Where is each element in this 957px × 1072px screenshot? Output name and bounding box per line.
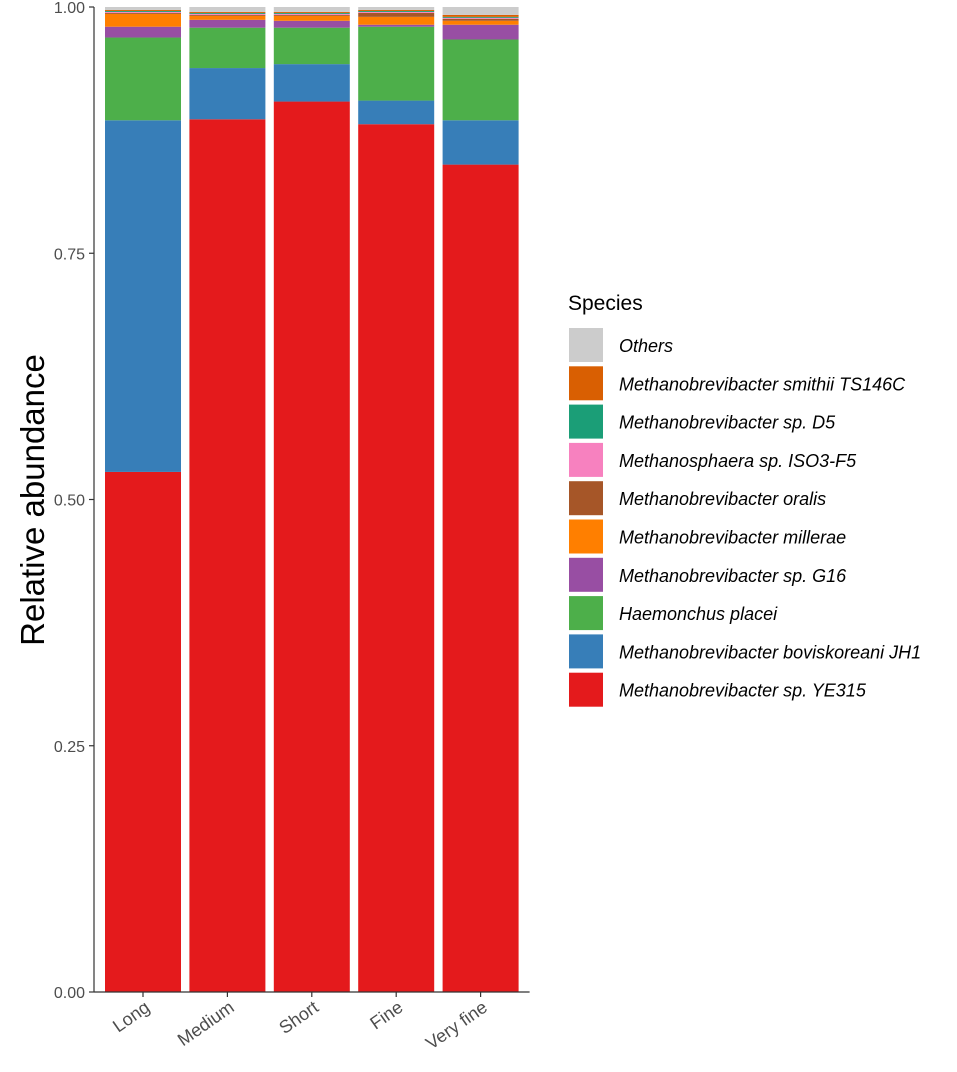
legend-label-methanobrevibacter-millerae: Methanobrevibacter millerae [619, 528, 846, 548]
bar-segment-short-others [273, 7, 350, 12]
bar-segment-very-fine-methanobrevibacter-sp-ye315 [442, 164, 519, 993]
bar-segment-short-methanobrevibacter-sp-ye315 [273, 101, 350, 992]
bar-segment-very-fine-methanobrevibacter-millerae [442, 20, 519, 25]
legend-label-methanosphaera-sp-iso3-f5: Methanosphaera sp. ISO3-F5 [619, 451, 857, 471]
x-axis: Long Medium Short Fine Very fine [94, 991, 530, 1054]
bar-segment-long-methanobrevibacter-oralis [105, 12, 181, 14]
bars-layer [105, 7, 519, 993]
bar-segment-fine-methanobrevibacter-millerae [358, 16, 435, 25]
bar-segment-medium-methanobrevibacter-sp-d5 [189, 12, 266, 14]
y-tick-label: 1.00 [54, 0, 85, 17]
legend-key-methanobrevibacter-oralis [569, 481, 603, 516]
legend-key-methanobrevibacter-boviskoreani-jh1 [569, 634, 603, 669]
bar-segment-fine-methanobrevibacter-boviskoreani-jh1 [358, 100, 435, 125]
legend-label-methanobrevibacter-sp-d5: Methanobrevibacter sp. D5 [619, 413, 836, 433]
legend-key-methanosphaera-sp-iso3-f5 [569, 442, 603, 477]
bar-segment-long-methanobrevibacter-millerae [105, 13, 181, 27]
bar-segment-long-methanobrevibacter-smithii-ts146c [105, 9, 181, 11]
bar-segment-medium-methanobrevibacter-oralis [189, 14, 266, 16]
bar-segment-very-fine-methanobrevibacter-sp-d5 [442, 16, 519, 18]
y-tick-label: 0.00 [54, 985, 85, 1002]
legend-label-methanobrevibacter-boviskoreani-jh1: Methanobrevibacter boviskoreani JH1 [619, 642, 921, 662]
bar-segment-long-methanobrevibacter-sp-d5 [105, 10, 181, 12]
bar-segment-very-fine-methanobrevibacter-sp-g16 [442, 24, 519, 40]
legend-key-methanobrevibacter-millerae [569, 519, 603, 554]
x-tick-label-fine: Fine [366, 997, 406, 1033]
bar-segment-very-fine-others [442, 7, 519, 15]
bar-segment-medium-methanosphaera-sp-iso3-f5 [189, 13, 266, 15]
bar-segment-fine-methanosphaera-sp-iso3-f5 [358, 11, 435, 13]
legend-key-others [569, 328, 603, 362]
bar-segment-long-methanobrevibacter-sp-ye315 [105, 471, 181, 992]
y-tick-label: 0.75 [54, 246, 85, 263]
bar-segment-long-haemonchus-placei [105, 37, 181, 121]
legend-title: Species [568, 292, 643, 315]
bar-segment-short-methanobrevibacter-smithii-ts146c [273, 11, 350, 13]
bar-segment-fine-methanobrevibacter-smithii-ts146c [358, 9, 435, 11]
legend-label-methanobrevibacter-sp-g16: Methanobrevibacter sp. G16 [619, 566, 847, 586]
y-tick-label: 0.50 [54, 493, 85, 510]
bar-segment-very-fine-methanobrevibacter-boviskoreani-jh1 [442, 120, 519, 165]
bar-segment-short-methanobrevibacter-millerae [273, 15, 350, 21]
legend-label-others: Others [619, 336, 673, 356]
bar-segment-medium-methanobrevibacter-smithii-ts146c [189, 11, 266, 13]
y-tick-label: 0.25 [54, 739, 85, 756]
bar-segment-fine-others [358, 7, 435, 10]
bar-segment-fine-methanobrevibacter-sp-d5 [358, 10, 435, 12]
bar-segment-medium-others [189, 7, 266, 12]
bar-segment-short-haemonchus-placei [273, 27, 350, 65]
bar-segment-medium-methanobrevibacter-millerae [189, 15, 266, 20]
bar-segment-medium-methanobrevibacter-sp-g16 [189, 19, 266, 28]
bar-segment-fine-methanobrevibacter-sp-ye315 [358, 124, 435, 993]
x-tick-label-medium: Medium [174, 997, 238, 1050]
bar-segment-very-fine-methanobrevibacter-oralis [442, 18, 519, 21]
legend-key-methanobrevibacter-sp-d5 [569, 404, 603, 439]
y-axis-title: Relative abundance [14, 354, 51, 646]
bar-segment-very-fine-haemonchus-placei [442, 39, 519, 121]
legend-label-methanobrevibacter-sp-ye315: Methanobrevibacter sp. YE315 [619, 681, 867, 701]
bar-segment-short-methanobrevibacter-sp-d5 [273, 12, 350, 14]
bar-segment-long-methanobrevibacter-sp-g16 [105, 26, 181, 38]
x-tick-label-short: Short [275, 997, 322, 1038]
legend-label-haemonchus-placei: Haemonchus placei [619, 604, 778, 624]
bar-segment-medium-haemonchus-placei [189, 27, 266, 69]
bar-segment-short-methanobrevibacter-oralis [273, 14, 350, 16]
bar-segment-fine-methanobrevibacter-oralis [358, 12, 435, 17]
legend-label-methanobrevibacter-smithii-ts146c: Methanobrevibacter smithii TS146C [619, 374, 906, 394]
bar-segment-short-methanosphaera-sp-iso3-f5 [273, 13, 350, 15]
bar-segment-fine-methanobrevibacter-sp-g16 [358, 24, 435, 27]
bar-segment-very-fine-methanobrevibacter-smithii-ts146c [442, 14, 519, 17]
legend-key-methanobrevibacter-smithii-ts146c [569, 366, 603, 401]
bar-segment-very-fine-methanosphaera-sp-iso3-f5 [442, 17, 519, 19]
bar-segment-long-methanobrevibacter-boviskoreani-jh1 [105, 120, 181, 472]
legend-key-haemonchus-placei [569, 596, 603, 631]
legend-key-methanobrevibacter-sp-ye315 [569, 672, 603, 707]
x-tick-label-very-fine: Very fine [422, 997, 491, 1054]
bar-segment-short-methanobrevibacter-sp-g16 [273, 20, 350, 28]
y-axis: 0.00 0.25 0.50 0.75 1.00 [54, 0, 94, 1002]
legend: Species Others Methanobrevibacter smithii… [568, 292, 921, 707]
bar-segment-medium-methanobrevibacter-sp-ye315 [189, 119, 266, 993]
bar-segment-long-methanosphaera-sp-iso3-f5 [105, 11, 181, 13]
legend-key-methanobrevibacter-sp-g16 [569, 557, 603, 592]
bar-segment-long-others [105, 7, 181, 10]
x-tick-label-long: Long [109, 997, 153, 1036]
bar-segment-fine-haemonchus-placei [358, 26, 435, 101]
bar-segment-short-methanobrevibacter-boviskoreani-jh1 [273, 64, 350, 102]
legend-label-methanobrevibacter-oralis: Methanobrevibacter oralis [619, 489, 826, 509]
bar-segment-medium-methanobrevibacter-boviskoreani-jh1 [189, 68, 266, 120]
